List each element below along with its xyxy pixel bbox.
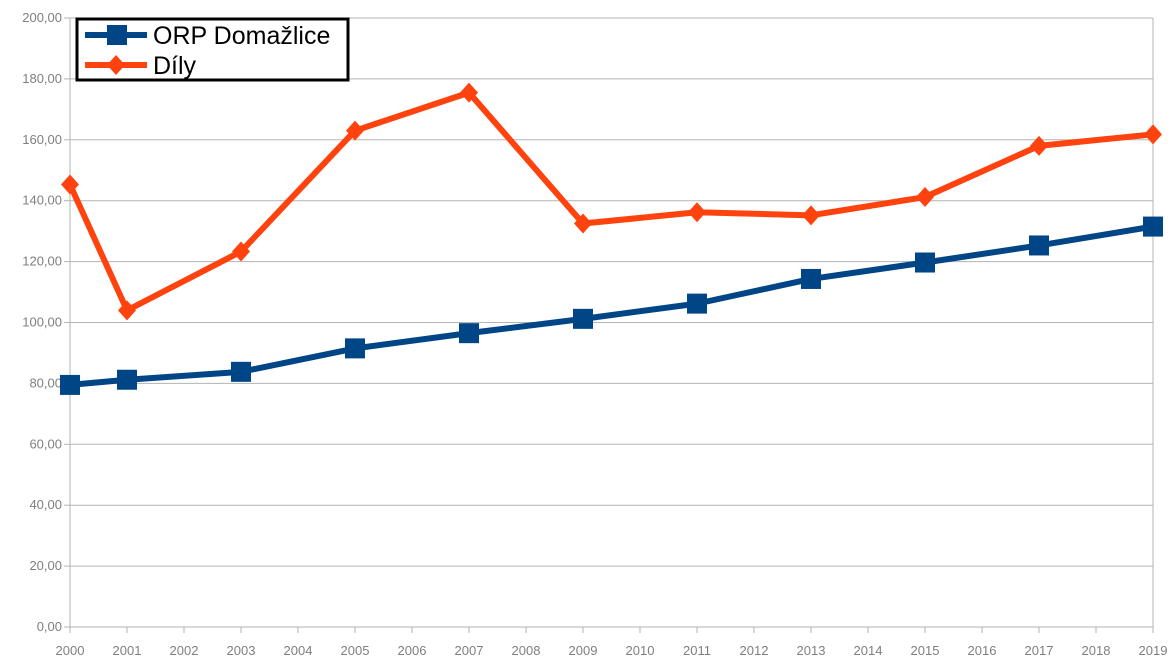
- data-point: [60, 374, 80, 395]
- x-tick-label: 2010: [626, 643, 655, 658]
- data-point: [231, 361, 251, 382]
- x-tick-label: 2000: [56, 643, 85, 658]
- data-point: [345, 338, 365, 359]
- x-tick-label: 2001: [113, 643, 142, 658]
- data-point: [915, 252, 935, 273]
- x-axis-tick-labels: 2000 2001 2002 2003 2004 2005 2006 2007 2008 2009…: [56, 643, 1168, 658]
- legend-marker: [107, 25, 127, 45]
- data-point: [574, 213, 592, 234]
- series-line-1: [69, 223, 1154, 388]
- x-tick-label: 2016: [968, 643, 997, 658]
- y-tick-label: 20,00: [29, 558, 62, 573]
- x-tick-label: 2005: [341, 643, 370, 658]
- y-tick-label: 80,00: [29, 375, 62, 390]
- x-tick-label: 2002: [170, 643, 199, 658]
- y-tick-label: 180,00: [22, 71, 62, 86]
- y-axis-tick-labels: 0,00 20,00 40,00 60,00 80,00 100,00 120,00 140,…: [22, 10, 62, 634]
- y-tick-label: 200,00: [22, 10, 62, 25]
- y-tick-label: 160,00: [22, 132, 62, 147]
- y-tick-label: 40,00: [29, 497, 62, 512]
- x-tick-label: 2006: [398, 643, 427, 658]
- data-point: [1029, 235, 1049, 256]
- x-tick-label: 2004: [284, 643, 313, 658]
- data-point: [687, 293, 707, 314]
- x-tick-label: 2018: [1082, 643, 1111, 658]
- data-point: [1144, 124, 1162, 145]
- data-point: [232, 241, 250, 262]
- gridlines: [70, 17, 1153, 628]
- data-point: [1030, 135, 1048, 156]
- data-point: [346, 120, 364, 141]
- data-point: [801, 268, 821, 289]
- data-point: [118, 300, 136, 321]
- data-point: [117, 369, 137, 390]
- series-line-2: [67, 89, 1154, 314]
- y-tick-label: 100,00: [22, 315, 62, 330]
- x-tick-label: 2015: [911, 643, 940, 658]
- data-point: [688, 202, 706, 223]
- x-tick-label: 2013: [797, 643, 826, 658]
- legend-marker: [107, 55, 125, 75]
- x-tick-label: 2008: [512, 643, 541, 658]
- data-point: [459, 323, 479, 344]
- series-group: [60, 82, 1163, 395]
- y-tick-label: 120,00: [22, 254, 62, 269]
- x-tick-label: 2019: [1139, 643, 1168, 658]
- x-tick-label: 2017: [1025, 643, 1054, 658]
- data-point: [916, 187, 934, 208]
- data-point: [460, 82, 478, 103]
- y-tick-label: 140,00: [22, 193, 62, 208]
- y-tick-label: 0,00: [37, 619, 62, 634]
- data-point: [61, 174, 79, 195]
- x-tick-label: 2014: [854, 643, 883, 658]
- x-tick-label: 2011: [683, 643, 711, 658]
- axes: [64, 17, 1154, 633]
- data-point: [1143, 216, 1163, 237]
- x-tick-label: 2003: [227, 643, 256, 658]
- legend-label: Díly: [153, 52, 197, 80]
- x-tick-label: 2007: [455, 643, 484, 658]
- x-tick-label: 2009: [569, 643, 598, 658]
- data-point: [573, 308, 593, 329]
- x-tick-label: 2012: [740, 643, 769, 658]
- y-tick-label: 60,00: [29, 436, 62, 451]
- legend-label: ORP Domažlice: [153, 22, 330, 50]
- data-point: [802, 205, 820, 226]
